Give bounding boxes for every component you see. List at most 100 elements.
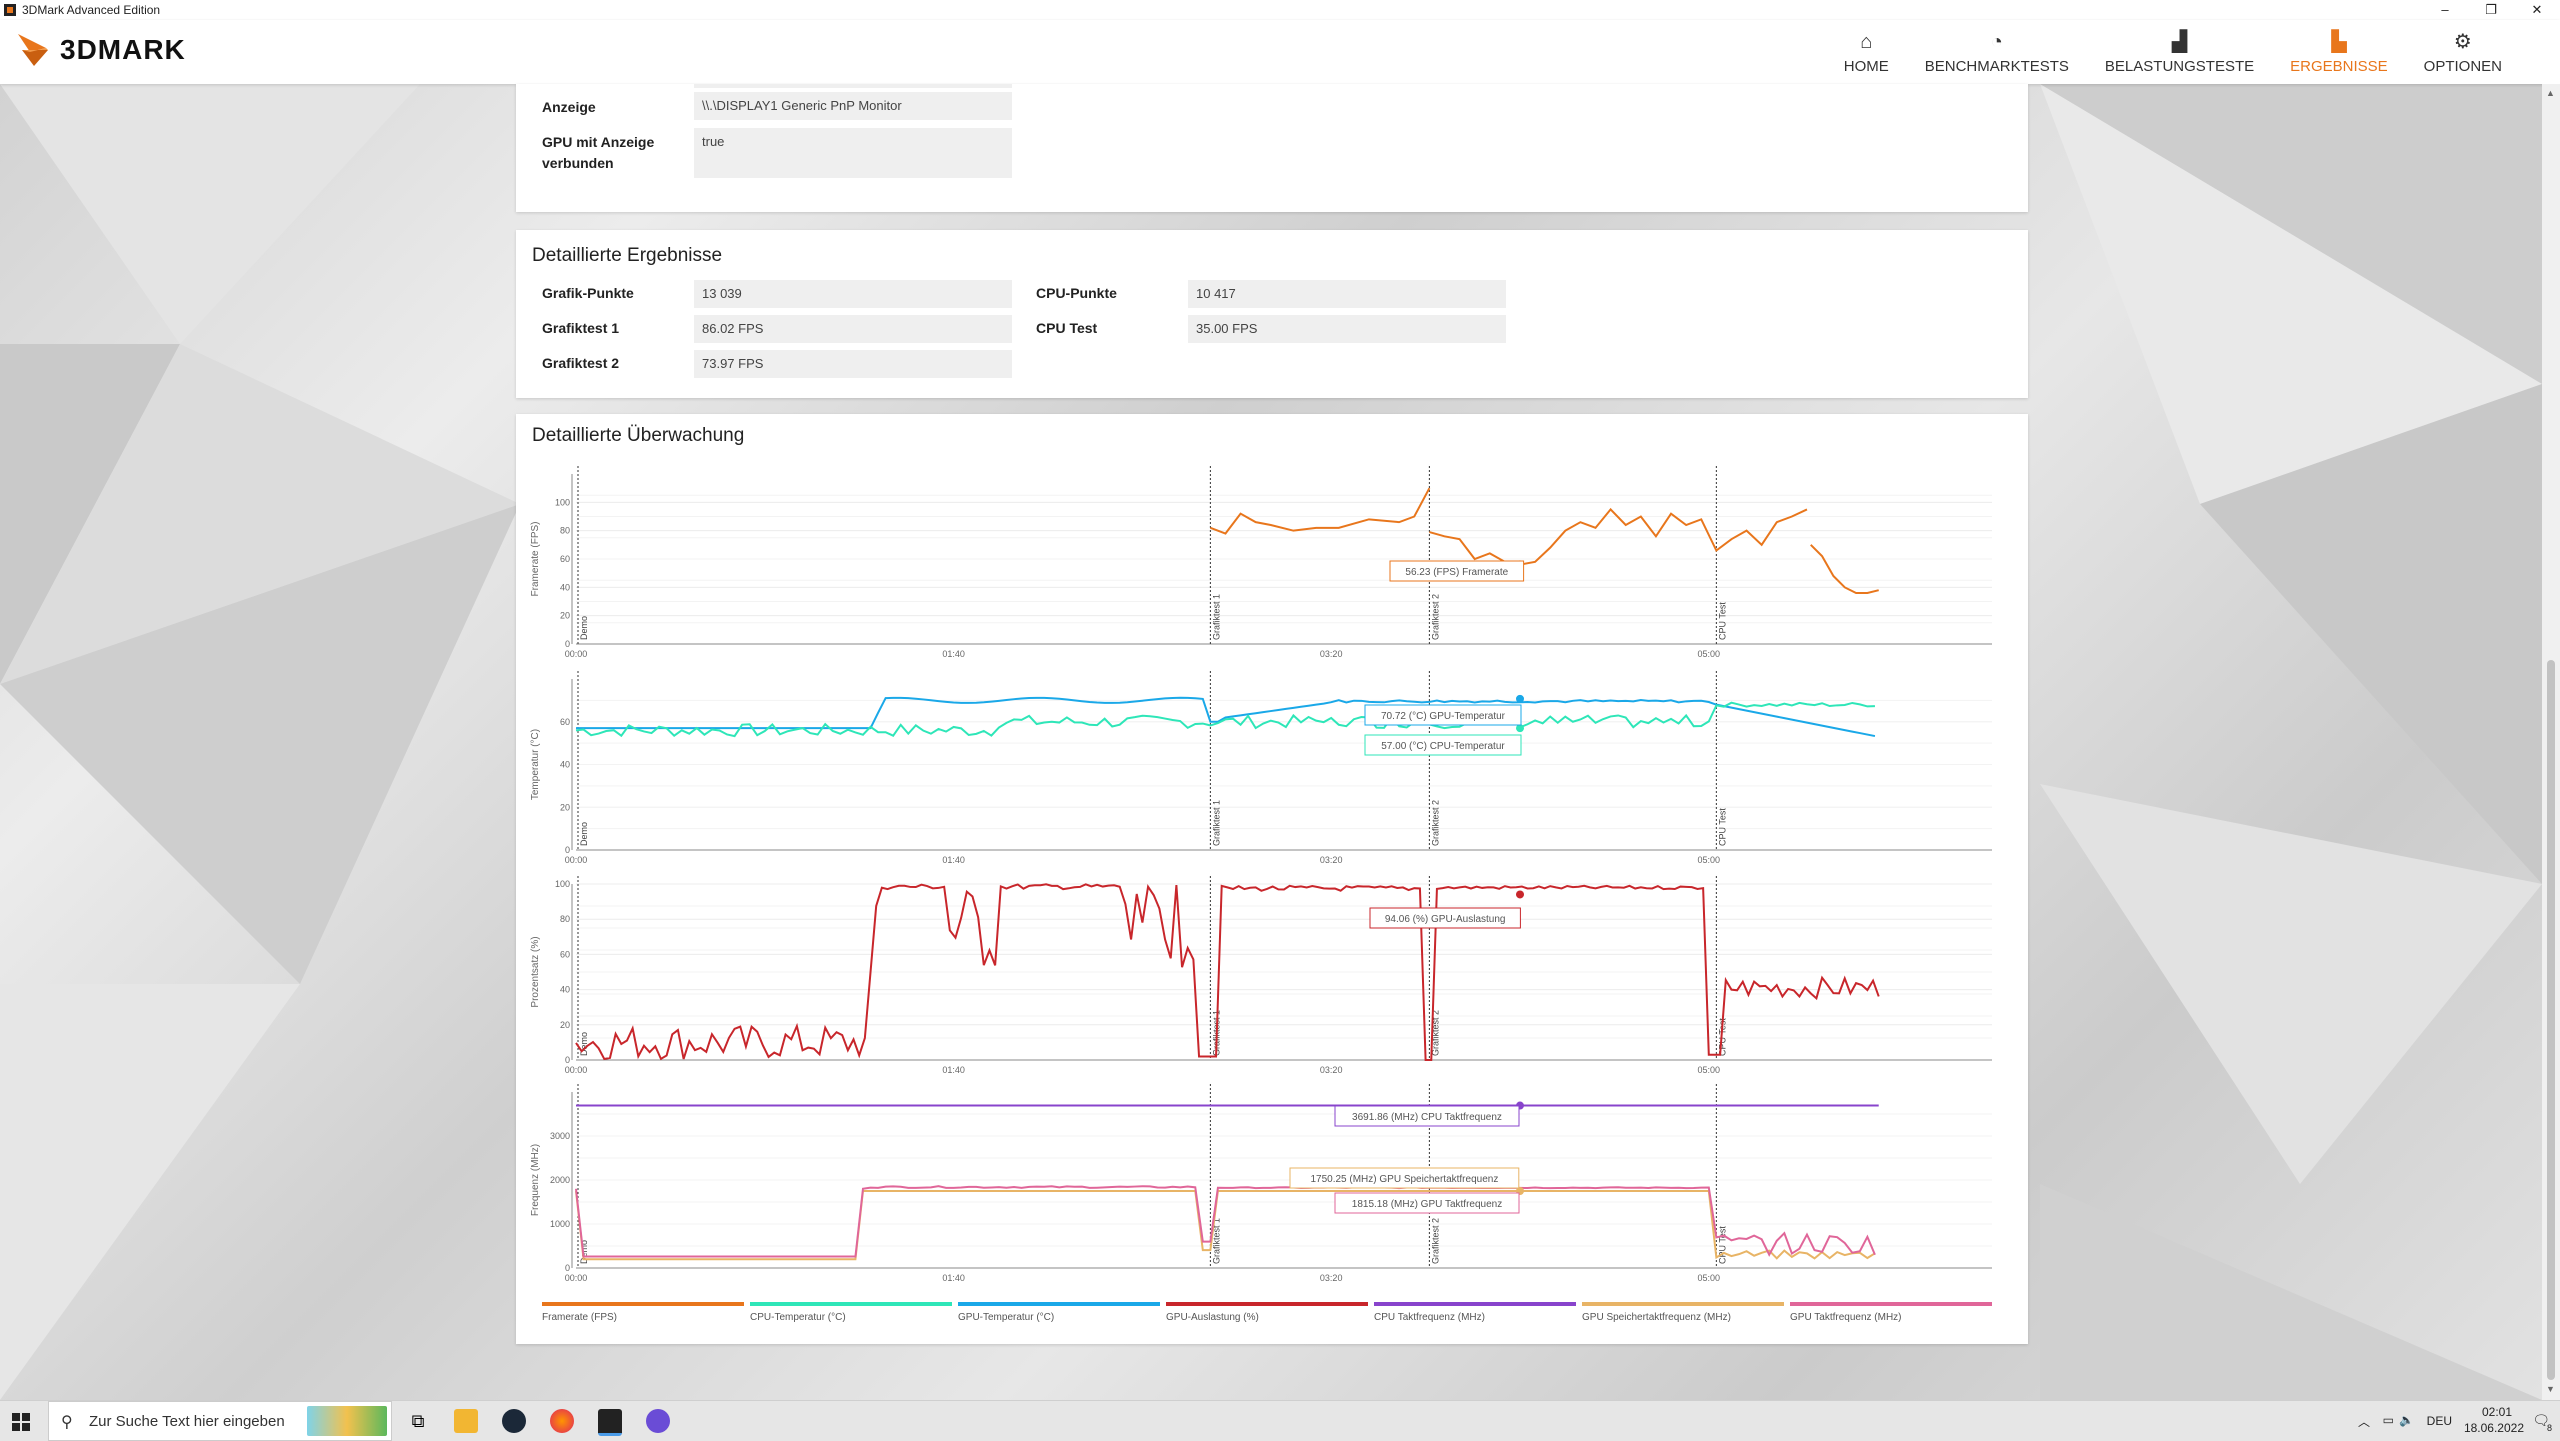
3dmark-logo[interactable]: 3DMARK (16, 30, 186, 70)
legend-color-bar[interactable] (1790, 1302, 1992, 1306)
network-icon[interactable]: ▭ (2382, 1413, 2394, 1427)
grafik-punkte-label: Grafik-Punkte (542, 285, 634, 301)
x-tick-label: 05:00 (1698, 649, 1721, 659)
clock-date[interactable]: 18.06.2022 (2463, 1421, 2524, 1435)
scroll-thumb[interactable] (2547, 660, 2555, 1380)
gpu-clock-series-line (575, 1185, 1876, 1258)
gpu-load-series-line (575, 883, 1880, 1061)
y-tick-label: 40 (560, 985, 570, 995)
y-tick-label: 80 (560, 914, 570, 924)
y-tick-label: 100 (555, 497, 570, 507)
window-titlebar: 3DMark Advanced Edition – ❐ ✕ (0, 0, 2560, 20)
logo-text: 3DMARK (60, 34, 186, 65)
tray-chevron-icon[interactable]: ︿ (2357, 1415, 2370, 1429)
windows-start-icon[interactable] (12, 1413, 30, 1431)
legend-color-bar[interactable] (1582, 1302, 1784, 1306)
framerate-series-line (1429, 507, 1808, 566)
x-tick-label: 03:20 (1320, 1065, 1343, 1075)
nav-belastungsteste[interactable]: ▟ BELASTUNGSTESTE (2087, 30, 2272, 75)
firefox-icon[interactable] (550, 1409, 574, 1433)
legend-color-bar[interactable] (750, 1302, 952, 1306)
test-marker-label: Grafiktest 2 (1430, 1010, 1440, 1056)
x-tick-label: 01:40 (942, 855, 965, 865)
legend-label[interactable]: Framerate (FPS) (542, 1312, 618, 1323)
tooltip-cpu_clock: 3691.86 (MHz) CPU Taktfrequenz (1352, 1112, 1502, 1123)
nav-home[interactable]: ⌂ HOME (1826, 30, 1907, 75)
nav-optionen-label: OPTIONEN (2423, 58, 2502, 75)
legend-label[interactable]: GPU-Auslastung (%) (1166, 1312, 1259, 1323)
legend-color-bar[interactable] (542, 1302, 744, 1306)
legend-color-bar[interactable] (1166, 1302, 1368, 1306)
legend-label[interactable]: CPU Taktfrequenz (MHz) (1374, 1312, 1485, 1323)
steam-icon[interactable] (502, 1409, 526, 1433)
gpu-mem-clock-series-line (575, 1190, 1876, 1261)
legend-label[interactable]: CPU-Temperatur (°C) (750, 1312, 846, 1323)
x-tick-label: 03:20 (1320, 855, 1343, 865)
y-axis-label: Temperatur (°C) (530, 729, 541, 800)
window-title: 3DMark Advanced Edition (22, 3, 161, 17)
volume-icon[interactable]: 🔈 (2399, 1413, 2414, 1427)
background-pattern (0, 84, 2542, 1400)
detailed-monitoring-panel: Detaillierte Überwachung 0 20 40 60 80 100 Fra… (516, 414, 2028, 1344)
framerate-series-line (1810, 544, 1879, 594)
y-tick-label: 1000 (550, 1219, 570, 1229)
y-tick-label: 0 (565, 1263, 570, 1273)
nav-benchmarktests[interactable]: ◔ BENCHMARKTESTS (1907, 30, 2087, 75)
close-button[interactable]: ✕ (2531, 2, 2543, 17)
3dmark-taskbar-icon[interactable] (598, 1409, 622, 1436)
scroll-up-icon[interactable]: ▲ (2546, 88, 2555, 98)
minimize-button[interactable]: – (2441, 2, 2449, 17)
x-tick-label: 01:40 (942, 1065, 965, 1075)
x-tick-label: 01:40 (942, 1273, 965, 1283)
x-tick-label: 05:00 (1698, 855, 1721, 865)
restore-button[interactable]: ❐ (2485, 2, 2497, 17)
y-axis-label: Prozentsatz (%) (530, 936, 541, 1007)
legend-label[interactable]: GPU Speichertaktfrequenz (MHz) (1582, 1312, 1731, 1323)
info-value-prev (694, 84, 1012, 88)
page-scrollbar[interactable]: ▲ ▼ (2542, 84, 2560, 1400)
gauge-icon: ◔ (1990, 31, 2003, 53)
nav-optionen[interactable]: ⚙ OPTIONEN (2406, 30, 2520, 75)
y-tick-label: 20 (560, 611, 570, 621)
logo-icon (18, 34, 48, 66)
system-info-panel: Anzeige \\.\DISPLAY1 Generic PnP Monitor… (516, 84, 2028, 212)
legend-color-bar[interactable] (1374, 1302, 1576, 1306)
notification-icon[interactable]: 🗨 (2532, 1412, 2550, 1428)
bar-chart-icon: ▟ (2171, 31, 2188, 53)
language-indicator[interactable]: DEU (2426, 1414, 2452, 1428)
task-view-icon[interactable]: ⧉ (411, 1411, 425, 1431)
tooltip-box-gpu_mem_clock (1289, 1167, 1520, 1189)
x-tick-label: 03:20 (1320, 1273, 1343, 1283)
y-tick-label: 60 (560, 717, 570, 727)
y-tick-label: 0 (565, 845, 570, 855)
gpu-display-label-2: verbunden (542, 155, 614, 171)
y-tick-label: 80 (560, 526, 570, 536)
discord-icon[interactable] (646, 1409, 670, 1433)
windows-taskbar: ⚲ Zur Suche Text hier eingeben ⧉ ︿ ▭ 🔈 D… (0, 1400, 2560, 1441)
test-marker-label: Demo (579, 822, 589, 846)
monitoring-charts[interactable]: 0 20 40 60 80 100 Framerate (FPS) 00:00 01:40 03:… (516, 414, 2028, 1344)
file-explorer-icon[interactable] (454, 1409, 478, 1433)
x-tick-label: 00:00 (565, 1273, 588, 1283)
gpu-display-value: true (694, 128, 1012, 178)
grafiktest-2-value: 73.97 FPS (694, 350, 1012, 378)
cpu-temp-cursor-dot (1516, 724, 1524, 733)
taskbar-search[interactable]: ⚲ Zur Suche Text hier eingeben (48, 1401, 392, 1441)
legend-label[interactable]: GPU Taktfrequenz (MHz) (1790, 1312, 1902, 1323)
legend-label[interactable]: GPU-Temperatur (°C) (958, 1312, 1055, 1323)
tooltip-box-cpu_temp (1364, 734, 1522, 756)
scroll-down-icon[interactable]: ▼ (2546, 1384, 2555, 1394)
nav-ergebnisse[interactable]: ▙ ERGEBNISSE (2272, 30, 2406, 75)
tooltip-box-gpu_temp (1364, 704, 1522, 726)
y-tick-label: 3000 (550, 1131, 570, 1141)
window-controls: – ❐ ✕ (2422, 0, 2560, 20)
gpu-temp-cursor-dot (1516, 694, 1524, 703)
y-tick-label: 0 (565, 1055, 570, 1065)
legend-color-bar[interactable] (958, 1302, 1160, 1306)
clock-time[interactable]: 02:01 (2481, 1405, 2512, 1419)
y-tick-label: 40 (560, 760, 570, 770)
anzeige-value: \\.\DISPLAY1 Generic PnP Monitor (694, 92, 1012, 120)
tooltip-box-cpu_clock (1334, 1105, 1520, 1127)
cpu-punkte-value: 10 417 (1188, 280, 1506, 308)
y-tick-label: 0 (565, 639, 570, 649)
